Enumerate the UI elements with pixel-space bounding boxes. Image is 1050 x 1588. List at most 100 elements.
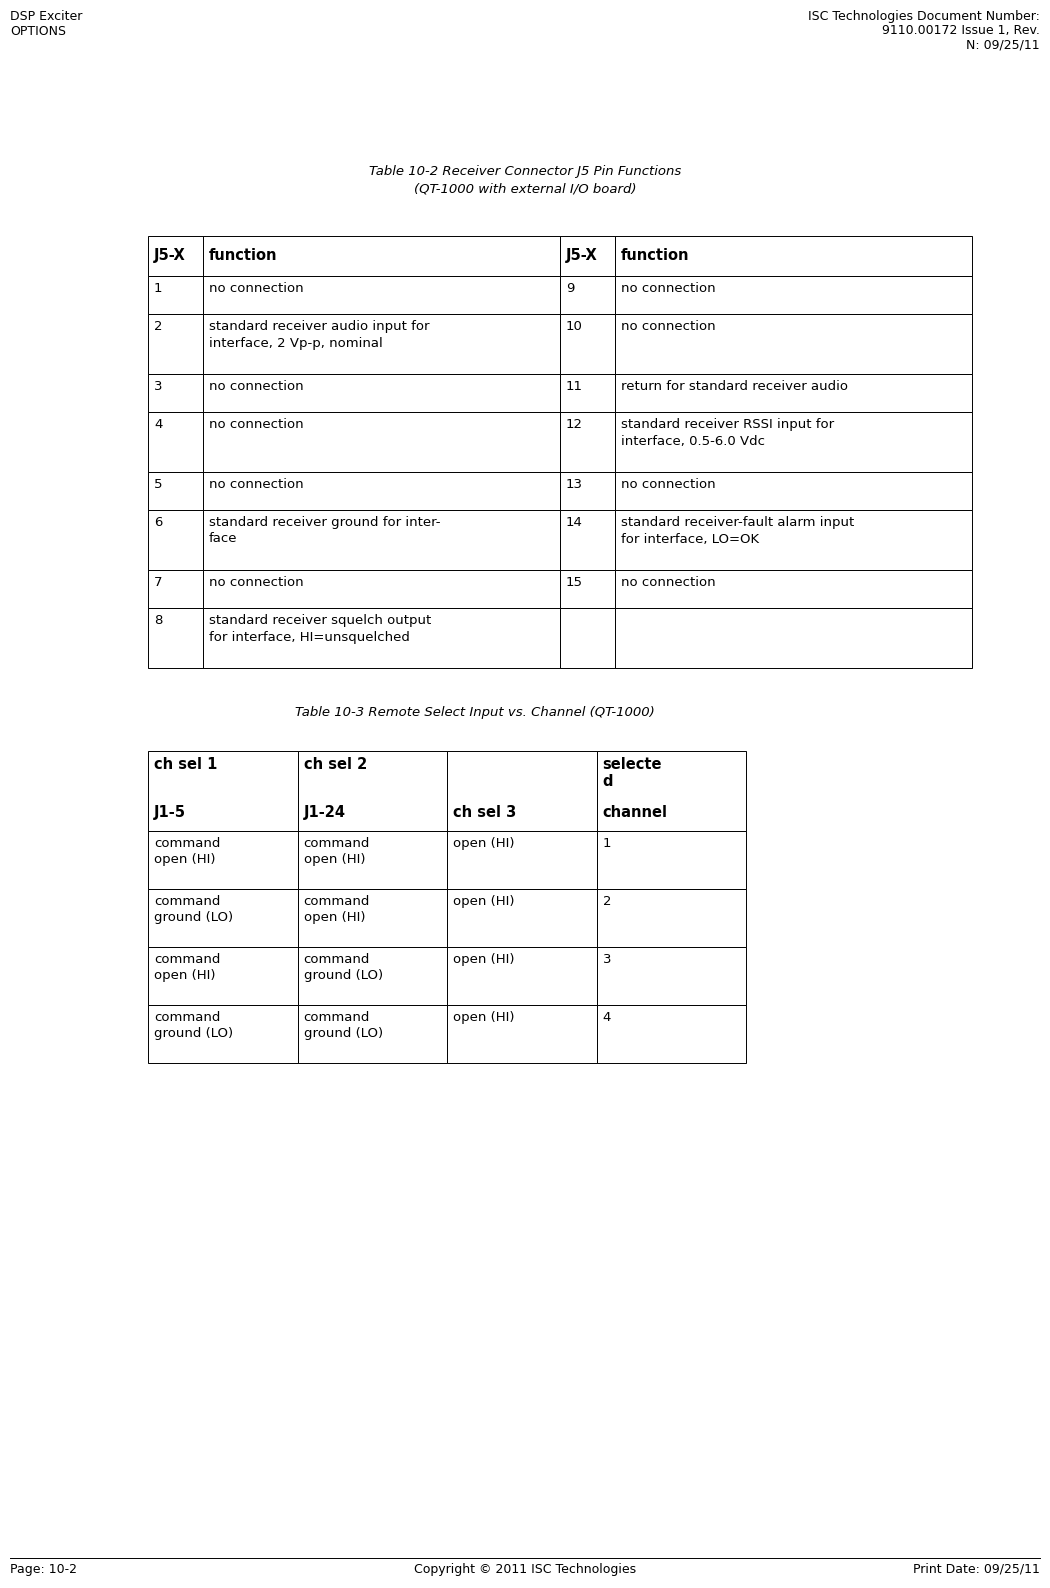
Text: J1-5: J1-5 — [154, 805, 186, 819]
Bar — [297, 1005, 447, 1062]
Text: command
ground (LO): command ground (LO) — [303, 1012, 382, 1040]
Bar — [596, 831, 746, 889]
Text: 13: 13 — [566, 478, 583, 491]
Text: no connection: no connection — [621, 576, 716, 589]
Bar — [615, 472, 972, 510]
Text: 6: 6 — [154, 516, 163, 529]
Text: ch sel 2: ch sel 2 — [303, 757, 366, 772]
Text: no connection: no connection — [621, 478, 716, 491]
Text: N: 09/25/11: N: 09/25/11 — [966, 38, 1040, 51]
Bar — [615, 314, 972, 375]
Bar — [203, 570, 560, 608]
Bar — [615, 276, 972, 314]
Text: return for standard receiver audio: return for standard receiver audio — [621, 380, 848, 392]
Text: 8: 8 — [154, 615, 163, 627]
Bar — [596, 946, 746, 1005]
Bar — [447, 831, 596, 889]
Bar — [203, 510, 560, 570]
Bar — [203, 608, 560, 669]
Text: command
ground (LO): command ground (LO) — [303, 953, 382, 983]
Text: standard receiver squelch output
for interface, HI=unsquelched: standard receiver squelch output for int… — [209, 615, 432, 643]
Bar — [203, 375, 560, 411]
Text: open (HI): open (HI) — [453, 953, 514, 966]
Text: selecte
d: selecte d — [603, 757, 662, 789]
Text: no connection: no connection — [209, 576, 303, 589]
Bar — [297, 946, 447, 1005]
Bar — [615, 570, 972, 608]
Bar — [203, 276, 560, 314]
Bar — [447, 889, 596, 946]
Text: standard receiver RSSI input for
interface, 0.5-6.0 Vdc: standard receiver RSSI input for interfa… — [621, 418, 834, 448]
Text: 3: 3 — [154, 380, 163, 392]
Bar — [148, 889, 297, 946]
Text: 4: 4 — [154, 418, 163, 430]
Bar — [297, 751, 447, 831]
Text: 9: 9 — [566, 283, 574, 295]
Text: function: function — [621, 248, 690, 264]
Text: 1: 1 — [603, 837, 611, 850]
Bar — [560, 510, 615, 570]
Text: 1: 1 — [154, 283, 163, 295]
Bar — [615, 375, 972, 411]
Text: no connection: no connection — [209, 380, 303, 392]
Text: J5-X: J5-X — [154, 248, 186, 264]
Bar — [203, 237, 560, 276]
Bar — [148, 751, 297, 831]
Bar — [148, 237, 203, 276]
Text: 14: 14 — [566, 516, 583, 529]
Bar — [148, 1005, 297, 1062]
Bar — [148, 510, 203, 570]
Bar — [203, 411, 560, 472]
Text: command
open (HI): command open (HI) — [154, 953, 220, 983]
Bar — [148, 831, 297, 889]
Text: open (HI): open (HI) — [453, 1012, 514, 1024]
Bar — [560, 570, 615, 608]
Bar — [148, 570, 203, 608]
Bar — [560, 472, 615, 510]
Bar — [148, 608, 203, 669]
Text: Table 10-3 Remote Select Input vs. Channel (QT-1000): Table 10-3 Remote Select Input vs. Chann… — [295, 707, 655, 719]
Bar — [596, 1005, 746, 1062]
Text: command
ground (LO): command ground (LO) — [154, 1012, 233, 1040]
Text: ISC Technologies Document Number:: ISC Technologies Document Number: — [808, 10, 1040, 22]
Bar — [148, 375, 203, 411]
Bar — [615, 608, 972, 669]
Bar — [148, 411, 203, 472]
Bar — [148, 276, 203, 314]
Text: standard receiver-fault alarm input
for interface, LO=OK: standard receiver-fault alarm input for … — [621, 516, 855, 546]
Text: (QT-1000 with external I/O board): (QT-1000 with external I/O board) — [414, 183, 636, 195]
Text: 2: 2 — [603, 896, 611, 908]
Text: ch sel 3: ch sel 3 — [453, 805, 517, 819]
Text: command
open (HI): command open (HI) — [154, 837, 220, 867]
Text: 9110.00172 Issue 1, Rev.: 9110.00172 Issue 1, Rev. — [882, 24, 1040, 37]
Bar — [560, 314, 615, 375]
Text: Print Date: 09/25/11: Print Date: 09/25/11 — [914, 1563, 1040, 1575]
Text: J5-X: J5-X — [566, 248, 597, 264]
Text: 11: 11 — [566, 380, 583, 392]
Text: standard receiver ground for inter-
face: standard receiver ground for inter- face — [209, 516, 441, 546]
Text: 3: 3 — [603, 953, 611, 966]
Bar — [447, 751, 596, 831]
Bar — [203, 472, 560, 510]
Text: function: function — [209, 248, 277, 264]
Bar — [560, 608, 615, 669]
Text: no connection: no connection — [209, 418, 303, 430]
Text: command
open (HI): command open (HI) — [303, 896, 370, 924]
Text: command
open (HI): command open (HI) — [303, 837, 370, 867]
Bar — [615, 411, 972, 472]
Text: 10: 10 — [566, 321, 583, 333]
Text: 2: 2 — [154, 321, 163, 333]
Text: command
ground (LO): command ground (LO) — [154, 896, 233, 924]
Bar — [148, 314, 203, 375]
Text: standard receiver audio input for
interface, 2 Vp-p, nominal: standard receiver audio input for interf… — [209, 321, 429, 349]
Text: channel: channel — [603, 805, 668, 819]
Text: ch sel 1: ch sel 1 — [154, 757, 217, 772]
Text: 12: 12 — [566, 418, 583, 430]
Bar — [297, 889, 447, 946]
Text: J1-24: J1-24 — [303, 805, 345, 819]
Text: open (HI): open (HI) — [453, 837, 514, 850]
Text: Page: 10-2: Page: 10-2 — [10, 1563, 77, 1575]
Text: no connection: no connection — [209, 283, 303, 295]
Text: Copyright © 2011 ISC Technologies: Copyright © 2011 ISC Technologies — [414, 1563, 636, 1575]
Text: 4: 4 — [603, 1012, 611, 1024]
